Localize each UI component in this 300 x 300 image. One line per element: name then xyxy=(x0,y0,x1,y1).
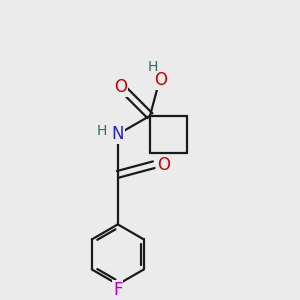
Text: H: H xyxy=(97,124,107,138)
Text: O: O xyxy=(157,156,170,174)
Text: F: F xyxy=(113,281,123,299)
Text: N: N xyxy=(112,125,124,143)
Text: O: O xyxy=(154,71,167,89)
Text: O: O xyxy=(114,78,127,96)
Text: H: H xyxy=(148,60,158,74)
